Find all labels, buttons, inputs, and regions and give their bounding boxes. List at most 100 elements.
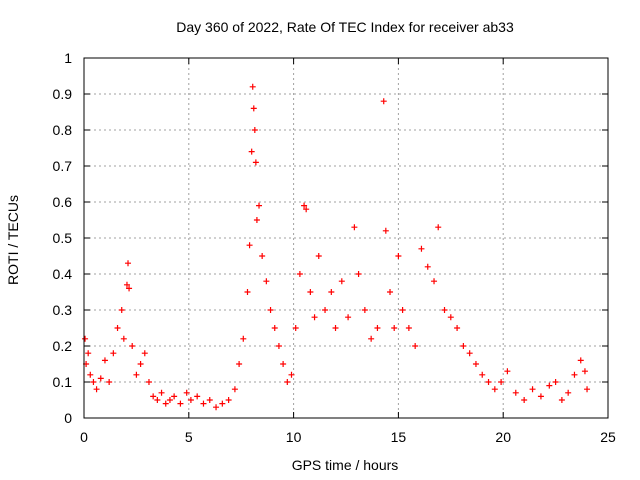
data-point: [584, 386, 591, 393]
data-point: [85, 350, 92, 357]
data-point: [225, 397, 232, 403]
data-point: [253, 217, 260, 223]
grid-lines: [84, 58, 608, 418]
data-point: [418, 245, 425, 252]
x-tick-label: 20: [495, 429, 511, 445]
data-point: [391, 325, 398, 331]
data-point: [256, 202, 263, 209]
data-point: [571, 371, 578, 378]
data-point: [355, 271, 362, 277]
axis-ticks: [83, 57, 609, 419]
data-point: [101, 357, 108, 364]
data-point: [466, 350, 473, 357]
data-point: [485, 379, 492, 385]
data-point: [246, 242, 253, 249]
x-tick-label: 5: [185, 429, 193, 445]
data-point: [82, 335, 89, 342]
data-point: [558, 397, 565, 403]
data-point: [123, 281, 130, 288]
y-tick-label: 0.6: [53, 194, 73, 210]
data-point: [249, 83, 256, 90]
data-point: [231, 386, 238, 393]
data-point: [322, 307, 329, 313]
data-point: [328, 289, 335, 295]
data-point: [284, 379, 291, 385]
x-tick-label: 0: [80, 429, 88, 445]
data-point: [303, 206, 310, 213]
data-point: [301, 202, 308, 209]
y-tick-label: 0.9: [53, 86, 73, 102]
data-point: [194, 393, 201, 400]
data-point: [529, 386, 536, 393]
data-point: [240, 335, 247, 342]
x-tick-label: 10: [286, 429, 302, 445]
data-point: [581, 368, 588, 375]
data-point: [267, 307, 274, 313]
x-axis-label: GPS time / hours: [292, 457, 399, 473]
data-point: [382, 227, 389, 234]
chart-title: Day 360 of 2022, Rate Of TEC Index for r…: [176, 19, 514, 35]
data-point: [374, 325, 381, 331]
data-point: [479, 371, 486, 378]
data-point: [248, 148, 255, 155]
y-tick-label: 0.4: [53, 266, 73, 282]
data-point: [90, 379, 97, 385]
data-point: [454, 325, 461, 331]
data-point: [110, 350, 117, 357]
y-tick-label: 0.2: [53, 338, 73, 354]
data-point: [405, 325, 412, 331]
y-tick-label: 0.7: [53, 158, 73, 174]
data-point: [307, 289, 314, 295]
data-point: [546, 382, 553, 389]
data-point: [368, 335, 375, 342]
data-point: [158, 389, 165, 396]
data-point: [87, 371, 94, 378]
data-point: [125, 260, 132, 267]
data-point: [126, 285, 133, 292]
data-point: [361, 307, 368, 313]
data-point: [332, 325, 339, 331]
y-tick-label: 0.5: [53, 230, 73, 246]
data-point: [118, 307, 125, 313]
data-point: [296, 271, 303, 277]
data-point: [435, 224, 442, 231]
data-point: [395, 253, 402, 259]
data-point: [129, 343, 136, 349]
x-tick-labels: 0 5 10 15 20 25: [80, 429, 616, 445]
y-axis-label: ROTI / TECUs: [5, 195, 21, 285]
data-point: [263, 278, 270, 285]
data-point: [252, 159, 259, 166]
data-point: [577, 357, 584, 364]
data-point: [431, 278, 438, 285]
data-point: [521, 397, 528, 403]
data-point: [472, 361, 479, 367]
data-point: [150, 393, 157, 400]
data-point: [154, 397, 161, 403]
data-point: [236, 361, 243, 367]
data-point: [206, 397, 213, 403]
data-point: [380, 98, 387, 105]
data-point: [145, 379, 152, 385]
y-tick-labels: 0 0.1 0.2 0.3 0.4 0.5 0.6 0.7 0.8 0.9 1: [53, 50, 73, 426]
data-point: [504, 368, 511, 375]
data-point: [387, 289, 394, 295]
data-point: [250, 105, 257, 112]
data-points: [82, 83, 591, 411]
data-point: [171, 393, 178, 400]
y-tick-label: 0.3: [53, 302, 73, 318]
data-point: [213, 404, 220, 411]
data-point: [441, 307, 448, 313]
data-point: [512, 389, 519, 396]
data-point: [460, 343, 467, 349]
data-point: [288, 371, 295, 378]
data-point: [292, 325, 299, 331]
data-point: [97, 375, 104, 382]
data-point: [106, 379, 113, 385]
y-tick-label: 1: [64, 50, 72, 66]
data-point: [162, 400, 169, 407]
data-point: [399, 307, 406, 313]
data-point: [280, 361, 287, 367]
data-point: [177, 400, 184, 407]
data-point: [565, 389, 572, 396]
